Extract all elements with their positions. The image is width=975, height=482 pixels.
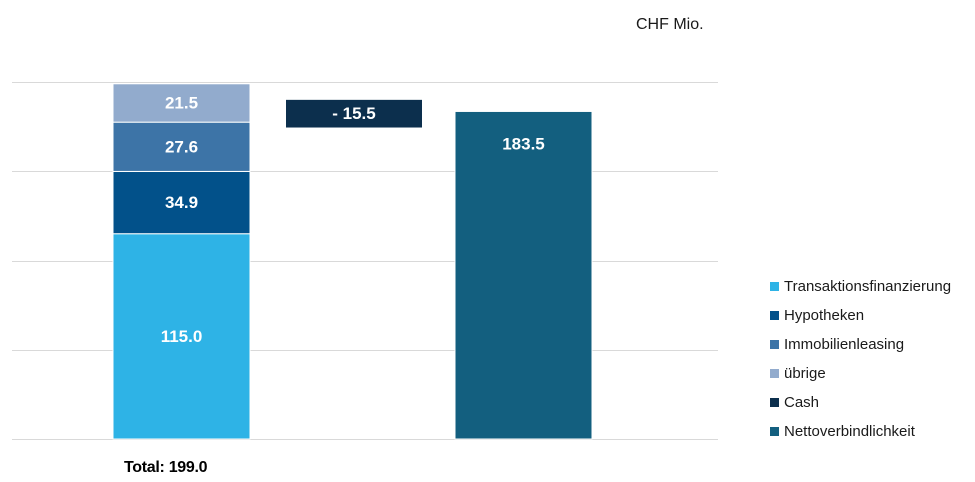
legend-label: Transaktionsfinanzierung bbox=[784, 278, 952, 295]
legend-item: übrige bbox=[770, 359, 951, 388]
bar-segment-transaktionsfinanzierung bbox=[112, 233, 251, 440]
legend-label: Cash bbox=[784, 394, 820, 411]
legend-label: Hypotheken bbox=[784, 307, 865, 324]
data-labels: 115.0 34.9 27.6 21.5 - 15.5 183.5 bbox=[161, 93, 545, 345]
data-label: 27.6 bbox=[165, 137, 198, 156]
legend-swatch bbox=[770, 311, 779, 320]
legend: Transaktionsfinanzierung Hypotheken Immobi… bbox=[770, 272, 951, 446]
legend-swatch bbox=[770, 427, 779, 436]
legend-label: Immobilienleasing bbox=[784, 336, 905, 353]
legend-label: Nettoverbindlichkeit bbox=[784, 423, 915, 440]
legend-label: übrige bbox=[784, 365, 826, 382]
legend-item: Hypotheken bbox=[770, 301, 951, 330]
data-label: - 15.5 bbox=[332, 104, 375, 123]
unit-label: CHF Mio. bbox=[636, 16, 704, 33]
legend-item: Cash bbox=[770, 388, 951, 417]
data-label: 115.0 bbox=[161, 327, 203, 346]
bar-segment-übrige bbox=[112, 83, 251, 123]
total-label: Total: 199.0 bbox=[124, 459, 208, 476]
bar-segment-cash bbox=[286, 99, 422, 128]
data-label: 21.5 bbox=[165, 93, 198, 112]
legend-swatch bbox=[770, 369, 779, 378]
legend-swatch bbox=[770, 282, 779, 291]
bar-segment-hypotheken bbox=[112, 170, 251, 235]
bar-segment-nettoverbindlichkeit bbox=[454, 110, 593, 440]
bars bbox=[112, 83, 593, 440]
data-label: 183.5 bbox=[502, 135, 545, 154]
legend-swatch bbox=[770, 398, 779, 407]
legend-swatch bbox=[770, 340, 779, 349]
legend-item: Transaktionsfinanzierung bbox=[770, 272, 951, 301]
legend-item: Nettoverbindlichkeit bbox=[770, 417, 951, 446]
legend-item: Immobilienleasing bbox=[770, 330, 951, 359]
data-label: 34.9 bbox=[165, 193, 198, 212]
